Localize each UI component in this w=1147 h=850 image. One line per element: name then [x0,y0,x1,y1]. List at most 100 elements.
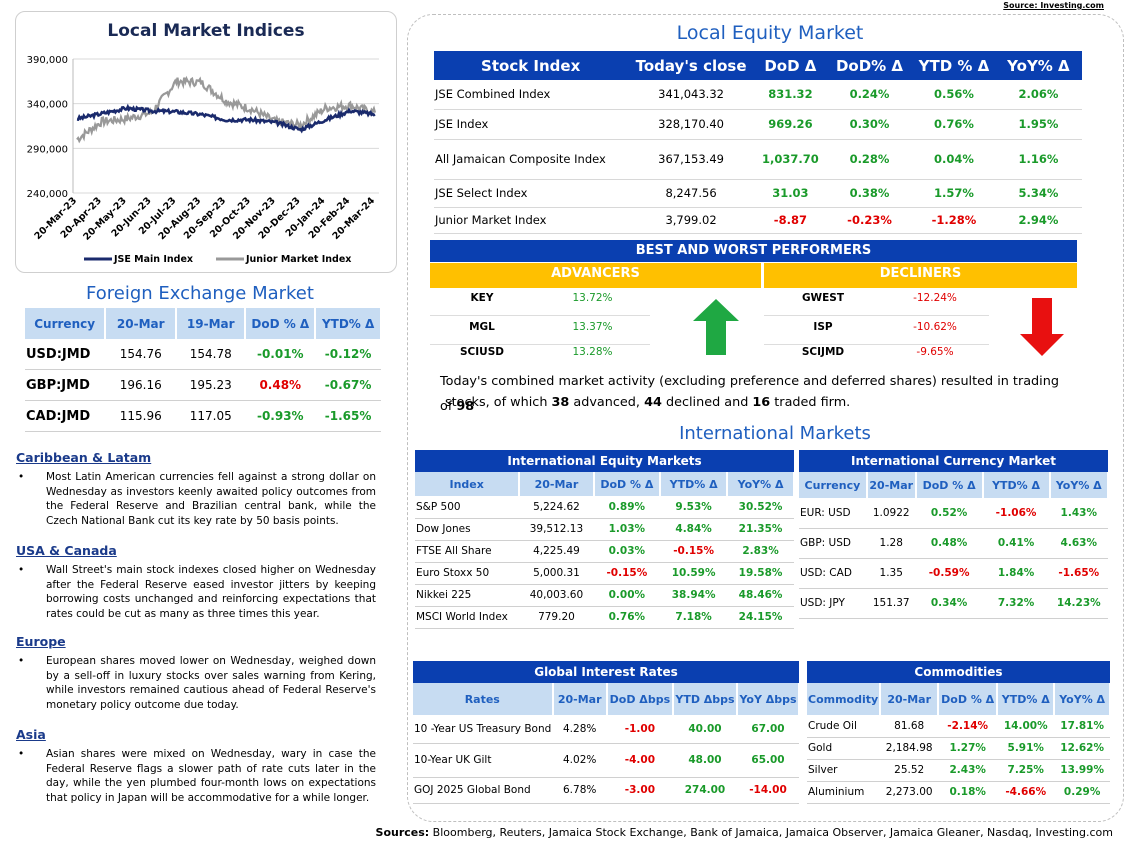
advancer-symbol: SCIUSD [460,346,504,358]
lem-cell: 0.28% [825,139,914,180]
commodities-cell: -2.14% [938,715,998,738]
source-note: Source: Investing.com [1003,1,1104,10]
rates-row: 10-Year UK Gilt 4.02% -4.00 48.00 65.00 [413,743,799,778]
commodities-cell: Crude Oil [807,715,881,738]
currency-cell: 4.63% [1049,528,1108,559]
news-text: Most Latin American currencies fell agai… [46,471,376,527]
down-arrow-icon [1020,298,1064,356]
equity-cell: -0.15% [660,540,728,563]
decliner-symbol: ISP [813,321,833,333]
sources-label: Sources: [375,826,430,839]
news-block: USA & Canada • Wall Street's main stock in… [16,543,376,621]
lem-cell: 2.94% [994,207,1082,234]
advancer-change: 13.28% [572,346,613,358]
lem-header-cell: DoD% Δ [825,51,914,80]
equity-header-row: Index 20-Mar DoD % Δ YTD% Δ YoY% Δ [415,472,795,496]
equity-cell: 21.35% [727,518,794,541]
lem-cell: 0.38% [825,179,914,208]
y-tick-label: 390,000 [27,55,68,66]
commodities-cell: Gold [807,737,881,760]
equity-table: International Equity Markets Index 20-Mar D… [415,450,795,629]
fx-cell: 115.96 [105,400,177,432]
fx-cell: 0.48% [245,369,316,401]
lem-cell: -1.28% [913,207,995,234]
currency-cell: 151.37 [866,588,916,619]
commodities-cell: -4.66% [997,781,1055,804]
news-heading: Caribbean & Latam [16,450,152,465]
equity-header-cell: 20-Mar [519,472,595,496]
news-text: European shares moved lower on Wednesday… [46,655,376,711]
bullet-icon: • [18,564,25,577]
commodities-cell: 7.25% [997,759,1055,782]
local-equity-title: Local Equity Market [676,22,864,44]
divider [764,315,989,316]
fx-cell: -0.01% [245,339,316,370]
equity-cell: 2.83% [727,540,794,563]
equity-cell: FTSE All Share [415,540,520,563]
fx-header-cell: YTD% Δ [315,308,382,339]
equity-cell: 30.52% [727,496,794,519]
legend-junior-label: Junior Market Index [245,254,351,265]
lem-cell: 1.16% [994,139,1082,180]
fx-cell: USD:JMD [25,339,106,370]
fx-cell: 117.05 [176,400,246,432]
firm-count: 16 [752,395,771,410]
interest-rates-section: Global Interest Rates Rates 20-Mar DoD Δbps… [413,661,800,804]
currency-cell: 1.84% [982,558,1050,589]
currency-row: USD: JPY 151.37 0.34% 7.32% 14.23% [799,588,1108,619]
commodities-row: Aluminium 2,273.00 0.18% -4.66% 0.29% [807,781,1110,804]
equity-row: Nikkei 225 40,003.60 0.00% 38.94% 48.46% [415,584,794,607]
chart-title: Local Market Indices [107,21,305,41]
equity-cell: S&P 500 [415,496,520,519]
local-market-indices-panel: Local Market Indices 390,000 340,000 290,0… [15,11,397,273]
divider [430,315,650,316]
commodities-row: Silver 25.52 2.43% 7.25% 13.99% [807,759,1110,782]
equity-cell: Dow Jones [415,518,520,541]
lem-row: JSE Combined Index 341,043.32 831.32 0.24% 0… [434,80,1082,110]
rates-header-cell: YoY Δbps [737,683,800,715]
equity-cell: 48.46% [727,584,794,607]
commodities-cell: 12.62% [1054,737,1110,760]
commodities-cell: 25.52 [880,759,939,782]
rates-cell: -14.00 [737,777,799,804]
lem-cell: 831.32 [754,80,826,110]
lem-header-cell: DoD Δ [754,51,826,80]
lem-cell: 0.76% [913,109,995,140]
currency-title: International Currency Market [799,450,1108,472]
currency-header-row: Currency 20-Mar DoD % Δ YTD% Δ YoY% Δ [799,472,1110,498]
currency-table: International Currency Market Currency 20-… [799,450,1110,619]
rates-header-cell: YTD Δbps [672,683,739,715]
lem-cell: 0.04% [913,139,995,180]
y-tick-label: 340,000 [27,100,68,111]
lem-header-cell: Stock Index [434,51,628,80]
lem-cell: Junior Market Index [434,207,628,234]
lem-row: JSE Index 328,170.40 969.26 0.30% 0.76% 1.95% [434,109,1082,140]
equity-cell: 39,512.13 [519,518,594,541]
currency-cell: 0.52% [915,498,983,529]
jse-main-line [76,103,376,134]
commodities-header-cell: YoY% Δ [1054,683,1111,715]
lem-cell: 1,037.70 [754,139,826,180]
lem-cell: 2.06% [994,80,1082,110]
summary-text: advanced, [569,395,645,410]
currency-cell: -1.65% [1049,558,1108,589]
rates-title-row: Global Interest Rates [413,661,799,683]
equity-cell: MSCI World Index [415,606,520,629]
intl-currency-section: International Currency Market Currency 20-… [799,450,1110,619]
lem-cell: 8,247.56 [627,179,755,208]
equity-cell: Euro Stoxx 50 [415,562,520,585]
summary-text: traded firm. [770,395,851,410]
currency-title-row: International Currency Market [799,450,1108,472]
rates-cell: 4.02% [552,743,607,778]
currency-cell: -0.59% [915,558,983,589]
commodities-cell: 2,184.98 [880,737,939,760]
y-tick-label: 240,000 [27,189,68,200]
advancer-change: 13.37% [572,321,613,333]
equity-cell: Nikkei 225 [415,584,520,607]
equity-cell: 4.84% [660,518,728,541]
currency-cell: USD: JPY [799,588,867,619]
rates-title: Global Interest Rates [413,661,799,683]
equity-header-cell: DoD % Δ [593,472,662,496]
lem-cell: 31.03 [754,179,826,208]
